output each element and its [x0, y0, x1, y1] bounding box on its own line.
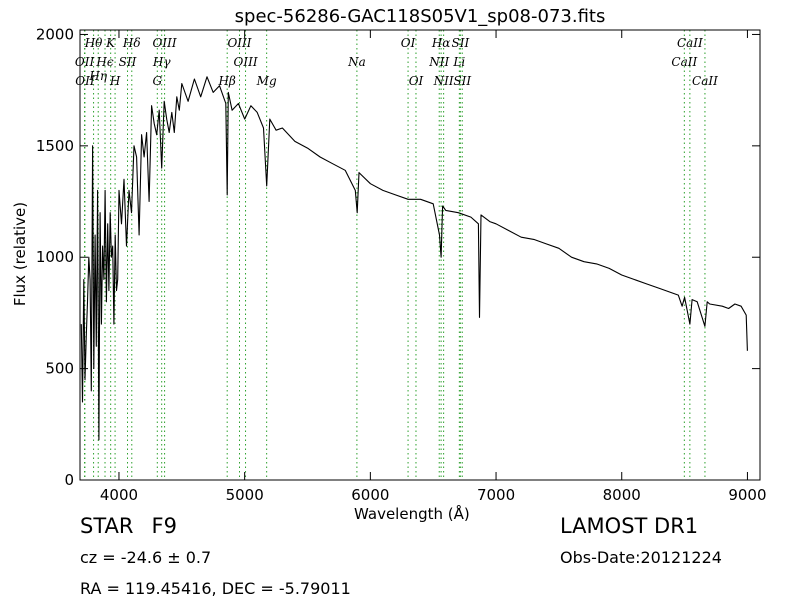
- line-label: NII: [428, 55, 449, 69]
- y-tick-label: 500: [45, 360, 74, 378]
- survey-label: LAMOST DR1: [560, 514, 699, 538]
- x-axis-label: Wavelength (Å): [354, 505, 470, 523]
- line-label: OI: [401, 36, 416, 50]
- line-label: Hθ: [84, 36, 103, 50]
- line-label: SII: [451, 36, 469, 50]
- line-label: OII: [75, 74, 95, 88]
- line-label: Hη: [88, 69, 107, 83]
- line-label: G: [153, 74, 163, 88]
- y-tick-label: 1500: [36, 137, 74, 155]
- x-tick-label: 4000: [100, 486, 138, 504]
- plot-frame: [79, 29, 761, 481]
- x-tick-label: 9000: [728, 486, 766, 504]
- chart-title: spec-56286-GAC118S05V1_sp08-073.fits: [234, 6, 606, 27]
- x-tick-label: 5000: [226, 486, 264, 504]
- line-markers: [84, 30, 706, 480]
- x-tick-label: 7000: [477, 486, 515, 504]
- coordinates: RA = 119.45416, DEC = -5.79011: [80, 579, 351, 598]
- line-label: Hα: [431, 36, 451, 50]
- subclass-label: F9: [151, 514, 177, 538]
- line-label: Hϵ: [95, 55, 113, 69]
- line-label: Li: [452, 55, 465, 69]
- y-tick-label: 2000: [36, 25, 74, 43]
- y-tick-label: 0: [64, 471, 74, 489]
- x-tick-label: 8000: [603, 486, 641, 504]
- class-label: STAR: [80, 514, 134, 538]
- axis-ticks: 4000 5000 6000 7000 8000 9000 0 500 1000 1500 2000: [36, 25, 767, 504]
- line-label: OIII: [227, 36, 251, 50]
- spectrum-line: [80, 76, 748, 441]
- line-label: Hδ: [122, 36, 141, 50]
- y-tick-label: 1000: [36, 248, 74, 266]
- line-label: OI: [409, 74, 424, 88]
- obs-date: Obs-Date:20121224: [560, 548, 722, 567]
- y-axis-label: Flux (relative): [11, 201, 29, 307]
- line-label: NII: [433, 74, 454, 88]
- star-class-label: STAR F9: [80, 514, 177, 538]
- line-label: OII: [75, 55, 95, 69]
- line-label: H: [109, 74, 121, 88]
- line-label: Mg: [256, 74, 277, 88]
- line-label: OIII: [234, 55, 258, 69]
- line-label: SII: [453, 74, 471, 88]
- line-label: CaII: [692, 74, 718, 88]
- line-label: Hβ: [217, 74, 235, 88]
- x-tick-label: 6000: [351, 486, 389, 504]
- line-label: Na: [347, 55, 366, 69]
- line-label: SII: [119, 55, 137, 69]
- line-label: CaII: [677, 36, 703, 50]
- line-label: K: [105, 36, 116, 50]
- line-label: Hγ: [152, 55, 171, 69]
- line-label: OIII: [153, 36, 177, 50]
- line-label: CaII: [671, 55, 697, 69]
- redshift-value: cz = -24.6 ± 0.7: [80, 548, 212, 567]
